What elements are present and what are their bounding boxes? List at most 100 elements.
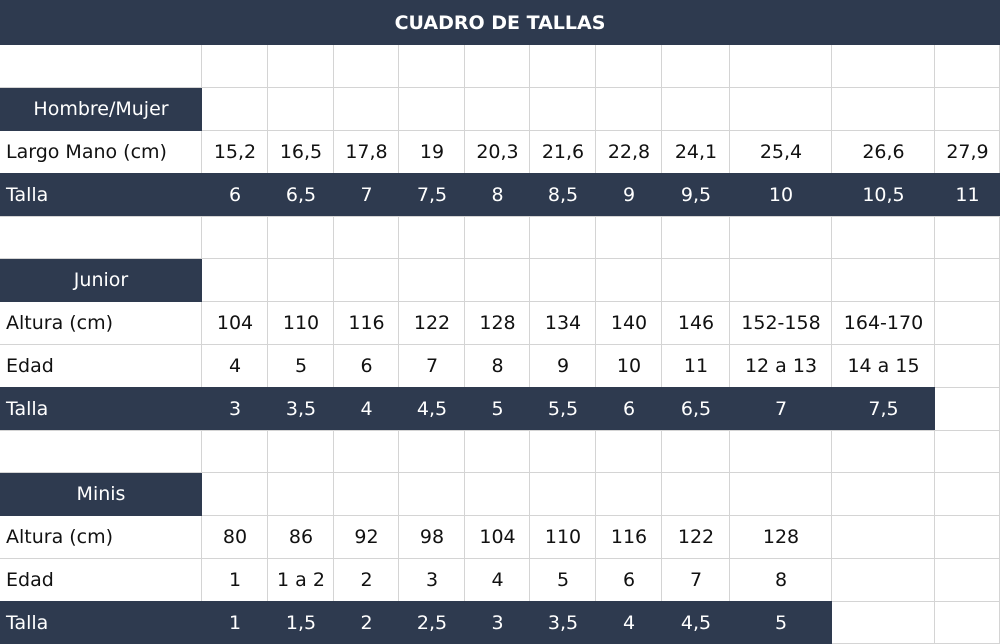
grid-cell: [399, 515, 465, 559]
row-label: Talla: [6, 397, 49, 420]
grid-cell: [662, 344, 730, 388]
grid-cell: [662, 515, 730, 559]
title-bar: CUADRO DE TALLAS: [0, 0, 1000, 45]
cell-value: 110: [282, 312, 320, 335]
grid-cell: [935, 387, 1000, 431]
cell-value: 6,5: [680, 397, 712, 420]
grid-cell: [268, 45, 334, 89]
grid-cell: [334, 558, 399, 602]
grid-cell: [935, 472, 1000, 517]
cell-value: 164-170: [843, 312, 924, 335]
grid-cell: [832, 344, 935, 388]
cell-value: 8: [491, 183, 504, 206]
grid-cell: [662, 87, 730, 132]
cell-value: 128: [479, 312, 516, 335]
grid-cell: [596, 258, 662, 303]
grid-cell: [268, 344, 334, 388]
grid-cell: [832, 558, 935, 602]
cell-value: 7: [425, 354, 439, 377]
cell-value: 80: [222, 526, 248, 549]
cell-value: 3,5: [285, 397, 317, 420]
cell-value: 4: [228, 354, 242, 377]
cell-value: 110: [544, 526, 582, 549]
grid-cell: [334, 130, 399, 174]
grid-cell: [730, 130, 832, 174]
section-heading-bg: [0, 87, 202, 131]
cell-value: 6,5: [285, 183, 317, 206]
grid-cell: [465, 344, 530, 388]
grid-cell: [465, 45, 530, 89]
grid-cell: [268, 87, 334, 132]
cell-value: 7,5: [868, 397, 899, 420]
grid-cell: [730, 216, 832, 260]
cell-value: 146: [677, 312, 715, 335]
row-label: Edad: [6, 354, 54, 377]
cell-value: 10: [768, 183, 794, 206]
grid-cell: [399, 216, 465, 260]
cell-value: 5: [294, 354, 308, 377]
size-row-bg: [0, 387, 935, 431]
grid-cell: [935, 515, 1000, 559]
grid-cell: [465, 258, 530, 303]
row-label: Talla: [6, 183, 49, 206]
grid-cell: [202, 45, 268, 89]
cell-value: 9: [556, 354, 570, 377]
grid-cell: [465, 558, 530, 602]
grid-cell: [334, 216, 399, 260]
cell-value: 12 a 13: [744, 354, 818, 377]
grid-cell: [662, 558, 730, 602]
grid-cell: [832, 130, 935, 174]
row-label: Talla: [6, 611, 49, 634]
cell-value: 20,3: [476, 140, 519, 163]
grid-cell: [334, 45, 399, 89]
grid-cell: [334, 515, 399, 559]
grid-cell: [596, 45, 662, 89]
grid-cell: [935, 87, 1000, 132]
cell-value: 3: [491, 611, 504, 634]
cell-value: 3,5: [547, 611, 579, 634]
grid-cell: [730, 515, 832, 559]
cell-value: 8: [774, 568, 788, 591]
grid-cell: [202, 216, 268, 260]
grid-cell: [465, 130, 530, 174]
cell-value: 8: [491, 354, 504, 377]
grid-cell: [0, 130, 202, 174]
section-heading: Hombre/Mujer: [33, 98, 169, 121]
grid-cell: [935, 601, 1000, 644]
grid-cell: [268, 130, 334, 174]
cell-value: 5: [556, 568, 570, 591]
section-heading: Minis: [76, 483, 126, 506]
grid-cell: [268, 258, 334, 303]
cell-value: 9,5: [680, 183, 712, 206]
cell-value: 9: [622, 183, 636, 206]
cell-value: 2: [360, 611, 373, 634]
grid-cell: [662, 472, 730, 517]
cell-value: 4: [360, 397, 373, 420]
grid-cell: [596, 130, 662, 174]
grid-cell: [268, 515, 334, 559]
grid-cell: [202, 430, 268, 474]
grid-cell: [530, 258, 596, 303]
grid-cell: [202, 87, 268, 132]
grid-cell: [730, 45, 832, 89]
cell-value: 19: [419, 140, 445, 163]
grid-cell: [832, 515, 935, 559]
cell-value: 16,5: [279, 140, 323, 163]
grid-cell: [202, 344, 268, 388]
grid-cell: [202, 130, 268, 174]
cell-value: 17,8: [345, 140, 388, 163]
grid-cell: [596, 430, 662, 474]
grid-cell: [730, 258, 832, 303]
cell-value: 10: [616, 354, 642, 377]
grid-cell: [202, 472, 268, 517]
cell-value: 116: [610, 526, 648, 549]
grid-cell: [399, 558, 465, 602]
grid-cell: [832, 301, 935, 345]
grid-cell: [399, 301, 465, 345]
grid-cell: [0, 344, 202, 388]
grid-cell: [935, 430, 1000, 474]
grid-cell: [202, 258, 268, 303]
row-label: Altura (cm): [6, 526, 114, 549]
cell-value: 7: [689, 568, 703, 591]
size-row-bg: [0, 173, 1000, 217]
